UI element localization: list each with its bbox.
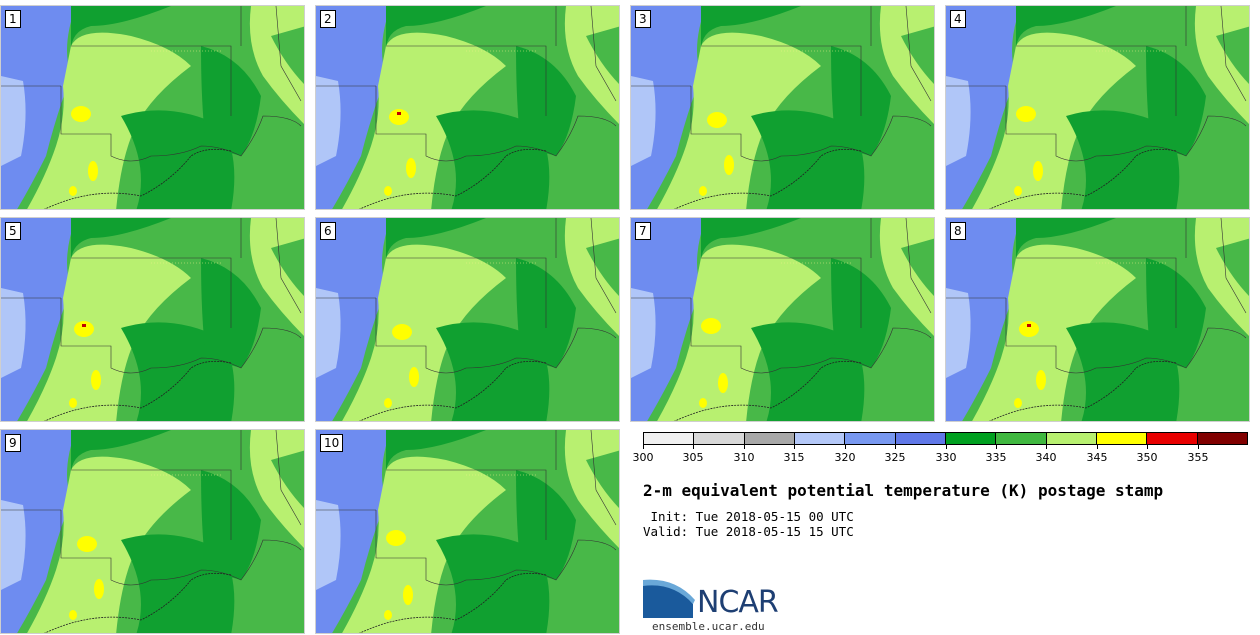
member-number: 6 [320, 222, 336, 240]
colorbar-swatch [794, 433, 846, 444]
member-panel: 4 [945, 5, 1250, 210]
member-panel: 2 [315, 5, 620, 210]
colorbar-tick-label: 300 [632, 451, 654, 464]
website-label: ensemble.ucar.edu [652, 620, 765, 633]
member-number: 3 [635, 10, 651, 28]
colorbar-tick [1046, 445, 1047, 449]
member-number: 1 [5, 10, 21, 28]
colorbar-swatch [1096, 433, 1148, 444]
theta-e-map [316, 6, 619, 209]
colorbar-tick [744, 445, 745, 449]
init-time: Init: Tue 2018-05-15 00 UTC [643, 509, 854, 524]
colorbar-tick-label: 350 [1136, 451, 1158, 464]
colorbar-tick-label: 315 [783, 451, 805, 464]
colorbar-swatch [1046, 433, 1097, 444]
theta-e-map [631, 6, 934, 209]
colorbar-tick-label: 310 [733, 451, 755, 464]
member-panel: 1 [0, 5, 305, 210]
member-panel: 5 [0, 217, 305, 422]
theta-e-map [946, 6, 1249, 209]
colorbar-swatch [895, 433, 946, 444]
member-panel: 6 [315, 217, 620, 422]
member-number: 8 [950, 222, 966, 240]
theta-e-map [1, 430, 304, 633]
colorbar-swatch [1147, 433, 1198, 444]
member-number: 2 [320, 10, 336, 28]
colorbar-swatch [945, 433, 997, 444]
colorbar-swatch [744, 433, 795, 444]
theta-e-map [631, 218, 934, 421]
member-number: 9 [5, 434, 21, 452]
figure-title: 2-m equivalent potential temperature (K)… [643, 481, 1164, 500]
colorbar-swatch [845, 433, 896, 444]
member-number: 5 [5, 222, 21, 240]
valid-time: Valid: Tue 2018-05-15 15 UTC [643, 524, 854, 539]
theta-e-map [1, 218, 304, 421]
colorbar-tick [1198, 445, 1199, 449]
member-panel: 7 [630, 217, 935, 422]
colorbar-tick-label: 305 [682, 451, 704, 464]
ncar-logo-icon [643, 579, 695, 618]
theta-e-map [316, 218, 619, 421]
member-panel: 9 [0, 429, 305, 634]
member-number: 4 [950, 10, 966, 28]
colorbar-tick [1097, 445, 1098, 449]
colorbar-tick-label: 335 [985, 451, 1007, 464]
colorbar-tick [693, 445, 694, 449]
colorbar-tick [996, 445, 997, 449]
colorbar-tick [643, 445, 644, 449]
colorbar-tick-label: 330 [935, 451, 957, 464]
colorbar-tick-label: 340 [1035, 451, 1057, 464]
colorbar-tick [845, 445, 846, 449]
colorbar-swatch [644, 433, 695, 444]
colorbar-ticks: 300 305 310 315 320 325 330 335 340 345 350 355 [633, 445, 1248, 469]
colorbar-tick [794, 445, 795, 449]
colorbar-tick-label: 355 [1187, 451, 1209, 464]
colorbar-tick [946, 445, 947, 449]
theta-e-map [1, 6, 304, 209]
theta-e-map [316, 430, 619, 633]
colorbar [643, 432, 1248, 445]
colorbar-tick [895, 445, 896, 449]
colorbar-swatch [694, 433, 745, 444]
member-panel: 3 [630, 5, 935, 210]
theta-e-map [946, 218, 1249, 421]
colorbar-tick-label: 345 [1086, 451, 1108, 464]
member-panel: 8 [945, 217, 1250, 422]
colorbar-swatch [996, 433, 1047, 444]
member-number: 7 [635, 222, 651, 240]
colorbar-swatch [1197, 433, 1247, 444]
member-number: 10 [320, 434, 344, 452]
colorbar-tick [1147, 445, 1148, 449]
member-panel: 10 [315, 429, 620, 634]
colorbar-tick-label: 325 [884, 451, 906, 464]
colorbar-tick-label: 320 [834, 451, 856, 464]
ncar-logo-text: NCAR [697, 585, 779, 620]
